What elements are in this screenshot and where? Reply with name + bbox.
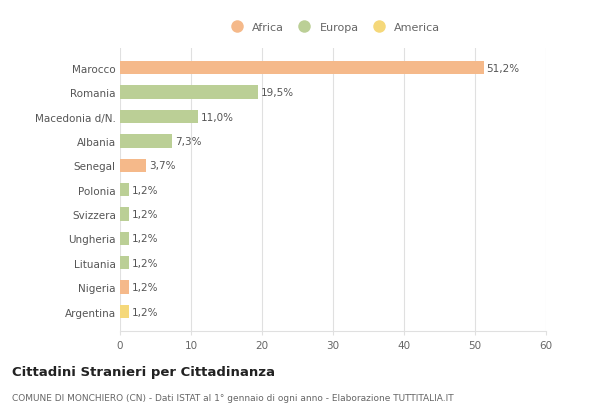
Text: 19,5%: 19,5% [261, 88, 295, 98]
Bar [120, 305, 128, 319]
Text: 1,2%: 1,2% [131, 283, 158, 292]
Text: 7,3%: 7,3% [175, 137, 201, 146]
Bar [120, 135, 172, 148]
Bar [120, 159, 146, 173]
Legend: Africa, Europa, America: Africa, Europa, America [223, 21, 443, 35]
Text: Cittadini Stranieri per Cittadinanza: Cittadini Stranieri per Cittadinanza [12, 365, 275, 378]
Bar [120, 256, 128, 270]
Text: 1,2%: 1,2% [131, 234, 158, 244]
Text: 1,2%: 1,2% [131, 258, 158, 268]
Text: 1,2%: 1,2% [131, 185, 158, 195]
Text: 1,2%: 1,2% [131, 307, 158, 317]
Bar [120, 86, 259, 100]
Bar [120, 110, 198, 124]
Bar [120, 184, 128, 197]
Bar [120, 232, 128, 245]
Text: 1,2%: 1,2% [131, 209, 158, 220]
Bar [120, 208, 128, 221]
Text: 3,7%: 3,7% [149, 161, 176, 171]
Text: COMUNE DI MONCHIERO (CN) - Dati ISTAT al 1° gennaio di ogni anno - Elaborazione : COMUNE DI MONCHIERO (CN) - Dati ISTAT al… [12, 393, 454, 402]
Text: 51,2%: 51,2% [487, 64, 520, 74]
Text: 11,0%: 11,0% [201, 112, 234, 122]
Bar [120, 62, 484, 75]
Bar [120, 281, 128, 294]
